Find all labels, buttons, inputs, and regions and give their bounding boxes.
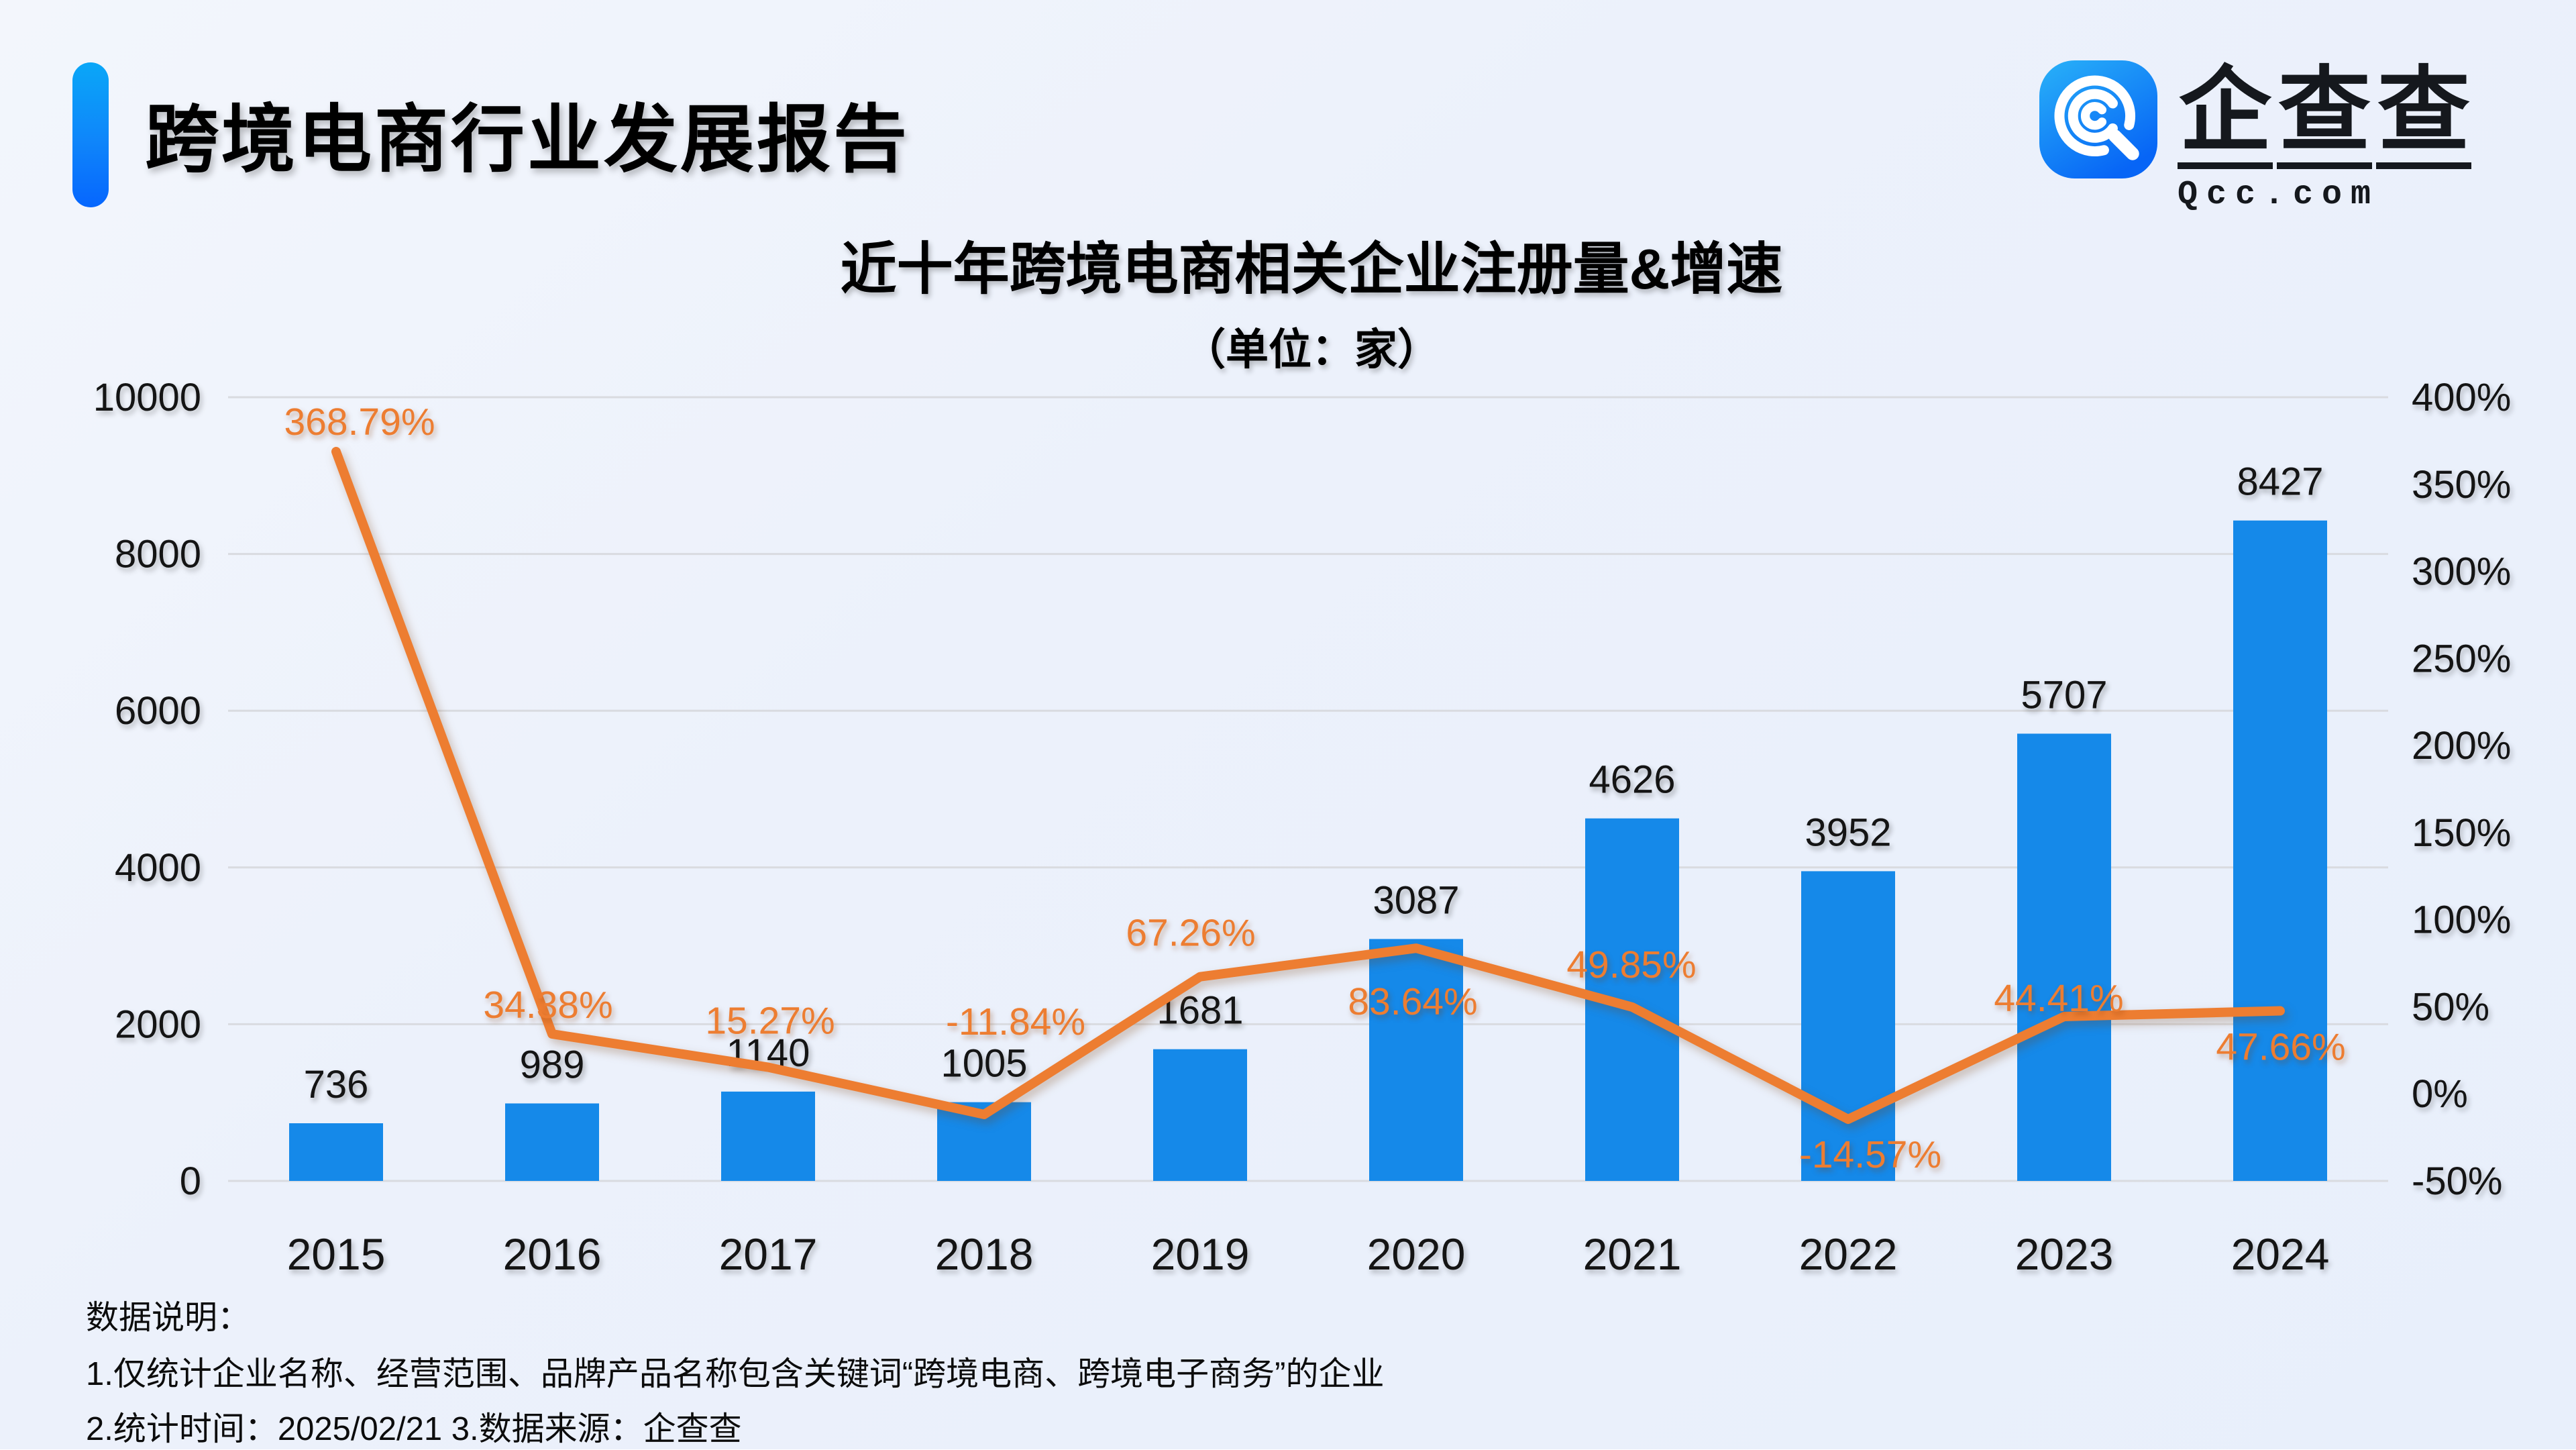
bar-2020 [1369, 939, 1463, 1181]
right-axis-tick-250%: 250% [2412, 637, 2511, 680]
bar-2019 [1153, 1049, 1247, 1181]
x-axis-label-2022: 2022 [1799, 1229, 1898, 1279]
left-axis-tick-6000: 6000 [115, 689, 201, 733]
x-axis-label-2016: 2016 [503, 1229, 602, 1279]
growth-label-2016: 34.38% [483, 984, 612, 1027]
logo-char-2: 查 [2277, 60, 2373, 169]
bar-value-2023: 5707 [2021, 673, 2107, 717]
right-axis-tick-50%: 50% [2412, 985, 2489, 1029]
growth-label-2023: 44.41% [1994, 977, 2123, 1020]
bar-2016 [505, 1103, 599, 1181]
growth-label-2018: -11.84% [946, 1000, 1085, 1043]
chart-subtitle: （单位：家） [1183, 325, 1440, 374]
x-axis-label-2020: 2020 [1367, 1229, 1466, 1279]
right-axis-tick-150%: 150% [2412, 811, 2511, 855]
title-accent-bar [72, 62, 109, 207]
growth-rate-line [331, 447, 2285, 1125]
logo-domain: Qcc.com [2178, 175, 2380, 214]
left-axis-tick-8000: 8000 [115, 533, 201, 576]
right-axis-tick-300%: 300% [2412, 550, 2511, 594]
right-axis-tick-100%: 100% [2412, 898, 2511, 942]
right-axis-tick--50%: -50% [2412, 1159, 2502, 1203]
qcc-logo-text: 企 查 查 Qcc.com [2178, 60, 2475, 214]
x-axis-label-2015: 2015 [287, 1229, 386, 1279]
bar-value-2018: 1005 [941, 1042, 1027, 1086]
bar-value-2022: 3952 [1805, 811, 1891, 854]
growth-label-2017: 15.27% [705, 1000, 835, 1043]
notes-line1: 1.仅统计企业名称、经营范围、品牌产品名称包含关键词“跨境电商、跨境电子商务”的… [86, 1356, 1385, 1392]
qcc-logo-icon [2039, 60, 2157, 178]
growth-label-2015: 368.79% [284, 401, 435, 444]
logo-char-1: 企 [2178, 60, 2273, 169]
left-axis-tick-2000: 2000 [115, 1002, 201, 1046]
x-axis-label-2021: 2021 [1583, 1229, 1682, 1279]
left-axis-tick-4000: 4000 [115, 846, 201, 890]
bar-value-2015: 736 [304, 1063, 369, 1106]
bar-2024 [2233, 520, 2327, 1181]
growth-label-2019: 67.26% [1126, 912, 1255, 955]
growth-label-2021: 49.85% [1566, 943, 1696, 986]
growth-label-2024: 47.66% [2216, 1026, 2345, 1069]
bar-2017 [721, 1091, 815, 1181]
notes-heading: 数据说明： [86, 1300, 251, 1336]
page-title: 跨境电商行业发展报告 [145, 99, 910, 181]
bar-2022 [1801, 871, 1895, 1181]
x-axis-label-2023: 2023 [2015, 1229, 2114, 1279]
right-axis-tick-0%: 0% [2412, 1072, 2468, 1116]
chart-title: 近十年跨境电商相关企业注册量&增速 [840, 238, 1783, 301]
left-axis-tick-10000: 10000 [93, 376, 201, 419]
qcc-logo: 企 查 查 Qcc.com [2039, 60, 2475, 214]
logo-company-name: 企 查 查 [2178, 60, 2475, 169]
growth-label-2022: -14.57% [1799, 1133, 1941, 1176]
bar-value-2024: 8427 [2237, 460, 2323, 504]
x-axis-label-2024: 2024 [2231, 1229, 2330, 1279]
left-axis-tick-0: 0 [180, 1159, 201, 1203]
notes-line2: 2.统计时间：2025/02/21 3.数据来源：企查查 [86, 1411, 742, 1447]
x-axis-label-2017: 2017 [719, 1229, 818, 1279]
bar-2023 [2017, 733, 2111, 1181]
x-axis-label-2018: 2018 [935, 1229, 1034, 1279]
bar-value-2020: 3087 [1373, 878, 1459, 922]
right-axis-tick-350%: 350% [2412, 463, 2511, 507]
growth-label-2020: 83.64% [1348, 980, 1477, 1023]
right-axis-tick-200%: 200% [2412, 724, 2511, 768]
bar-2015 [289, 1123, 383, 1181]
x-axis-label-2019: 2019 [1151, 1229, 1250, 1279]
right-axis-tick-400%: 400% [2412, 376, 2511, 419]
bar-value-2016: 989 [520, 1043, 585, 1086]
logo-char-3: 查 [2376, 60, 2472, 169]
qcc-q-glyph-icon [2039, 60, 2157, 178]
bar-value-2021: 4626 [1589, 758, 1675, 802]
